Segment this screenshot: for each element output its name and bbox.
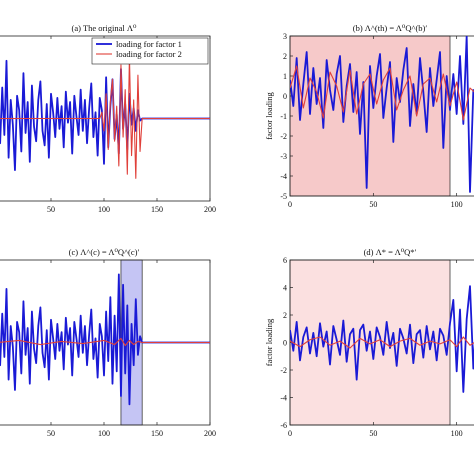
y-tick-label-b-2: 2 [283,52,287,61]
legend-box [91,37,209,65]
y-tick-label-b--5: -5 [280,192,287,201]
y-tick-label-d--2: -2 [280,366,287,375]
x-tick-label-d-0: 0 [288,429,292,438]
x-tick-label-b-0: 0 [288,200,292,209]
x-tick-label-d-100: 100 [451,429,463,438]
highlight-region-b [289,35,451,197]
series-group-c [0,273,210,406]
x-tick-label-d-50: 50 [369,429,377,438]
series-line-a-2 [0,56,210,179]
x-tick-label-c-200: 200 [204,429,216,438]
y-tick-label-b--2: -2 [280,132,287,141]
series-group-d [290,285,474,393]
y-tick-label-b-1: 1 [283,72,287,81]
y-tick-label-d--4: -4 [280,394,287,403]
x-tick-label-a-150: 150 [151,205,163,214]
panel-a: 50 100 150 200 (a) The original Λ⁰ loading fo… [0,23,216,214]
y-tick-label-d-6: 6 [283,256,287,265]
series-line-d-1 [290,285,474,393]
panel-title-b: (b) Λ^(th) = Λ⁰Q^(b)′ [353,23,428,33]
series-line-b-1 [290,36,474,193]
x-tick-label-a-100: 100 [98,205,110,214]
x-tick-label-b-50: 50 [369,200,377,209]
panel-c: 50 100 150 200 (c) Λ^(c) = Λ⁰Q^(c)′ [0,247,216,438]
y-tick-label-d-4: 4 [283,284,287,293]
legend-label-2: loading for factor 2 [116,49,182,59]
series-group-a [0,56,210,179]
x-tick-label-c-50: 50 [47,429,55,438]
y-tick-label-d-2: 2 [283,311,287,320]
y-tick-label-b--3: -3 [280,152,287,161]
y-tick-label-d-0: 0 [283,339,287,348]
x-tick-label-a-200: 200 [204,205,216,214]
series-line-b-2 [290,65,474,121]
x-tick-label-c-150: 150 [151,429,163,438]
x-tick-label-a-50: 50 [47,205,55,214]
y-tick-label-b-0: 0 [283,92,287,101]
x-tick-label-b-100: 100 [451,200,463,209]
series-line-d-2 [290,336,474,349]
panel-title-c: (c) Λ^(c) = Λ⁰Q^(c)′ [69,247,140,257]
y-tick-label-d--6: -6 [280,421,287,430]
y-axis-label-b: factor loading [264,92,274,140]
series-line-c-2 [0,337,210,347]
highlight-region-d [289,259,451,426]
series-group-b [290,36,474,193]
y-tick-label-b--1: -1 [280,112,287,121]
panel-d: 0 50 100 -6 -4 -2 0 2 4 6 (d) Λ* = Λ⁰Q*′ factor loa… [264,247,474,438]
panel-b: 0 50 100 -5 -4 -3 -2 -1 0 1 2 3 (b) Λ^(th) = Λ⁰Q^(b)… [264,23,474,209]
y-tick-label-b--4: -4 [280,172,287,181]
y-axis-label-d: factor loading [264,318,274,366]
series-line-c-1 [0,273,210,406]
legend-label-1: loading for factor 1 [116,39,182,49]
y-tick-label-b-3: 3 [283,32,287,41]
panel-title-d: (d) Λ* = Λ⁰Q*′ [364,247,417,257]
x-tick-label-c-100: 100 [98,429,110,438]
panel-title-a: (a) The original Λ⁰ [72,23,137,33]
